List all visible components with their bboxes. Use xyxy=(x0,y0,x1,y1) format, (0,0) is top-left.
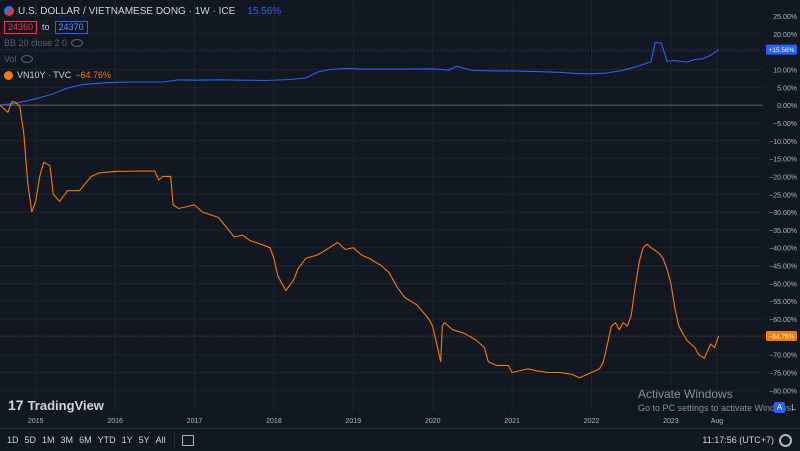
symbol-flag-icon xyxy=(4,6,14,16)
y-tick-label: 25.00% xyxy=(773,14,797,21)
series2-change: −64.76% xyxy=(75,70,111,80)
symbol-change: 15.56% xyxy=(247,5,282,17)
legend-bb-row: BB 20 close 2 0 xyxy=(4,36,281,50)
tradingview-logo[interactable]: 17 TradingView xyxy=(8,397,104,413)
y-tick-label: −45.00% xyxy=(769,264,797,271)
x-tick-label: 2016 xyxy=(107,418,123,425)
series2-name[interactable]: VN10Y · TVC xyxy=(17,70,72,80)
x-tick-label: Aug xyxy=(711,418,724,425)
vn10y-last-value-label: −64.76% xyxy=(769,333,795,340)
x-tick-label: 2019 xyxy=(346,418,362,425)
y-tick-label: −30.00% xyxy=(769,210,797,217)
y-tick-label: 20.00% xyxy=(773,32,797,39)
x-tick-label: 2017 xyxy=(187,418,203,425)
eye-icon[interactable] xyxy=(71,39,84,47)
symbol-title[interactable]: U.S. DOLLAR / VIETNAMESE DONG · 1W · ICE xyxy=(18,5,236,17)
y-tick-label: 10.00% xyxy=(773,67,797,74)
range-high-box[interactable]: 24370 xyxy=(54,20,88,34)
usdvnd-last-value-label: +15.56% xyxy=(769,47,795,54)
gear-icon[interactable] xyxy=(779,433,792,447)
y-tick-label: −25.00% xyxy=(769,192,797,199)
y-tick-label: −80.00% xyxy=(769,388,797,395)
usdvnd-series-line[interactable] xyxy=(0,42,719,106)
y-tick-label: 5.00% xyxy=(777,85,797,92)
vn10y-series-line[interactable] xyxy=(0,101,720,379)
chart-area[interactable]: 25.00%20.00%15.00%10.00%5.00%0.00%−5.00%… xyxy=(0,0,800,428)
auto-scale-button[interactable]: A xyxy=(774,402,785,413)
x-tick-label: 2023 xyxy=(663,418,679,425)
log-scale-button[interactable]: L xyxy=(791,403,796,412)
timeframe-6m[interactable]: 6M xyxy=(79,435,92,445)
toolbar-divider xyxy=(173,433,175,447)
y-tick-label: −15.00% xyxy=(769,157,797,164)
timeframe-5d[interactable]: 5D xyxy=(24,435,37,445)
legend-title-row: U.S. DOLLAR / VIETNAMESE DONG · 1W · ICE… xyxy=(4,4,281,18)
timeframe-1y[interactable]: 1Y xyxy=(121,435,133,445)
y-tick-label: −70.00% xyxy=(769,353,797,360)
bb-indicator-label[interactable]: BB 20 close 2 0 xyxy=(4,38,68,48)
y-tick-label: −5.00% xyxy=(773,121,797,128)
range-low-box[interactable]: 24360 xyxy=(4,20,38,34)
legend: U.S. DOLLAR / VIETNAMESE DONG · 1W · ICE… xyxy=(4,4,281,84)
timeframe-1d[interactable]: 1D xyxy=(7,435,19,445)
range-to-label: to xyxy=(42,22,50,32)
calendar-icon[interactable] xyxy=(181,434,194,446)
timeframe-all[interactable]: All xyxy=(155,435,166,445)
y-tick-label: −60.00% xyxy=(769,317,797,324)
x-tick-label: 2018 xyxy=(266,418,282,425)
timeframe-1m[interactable]: 1M xyxy=(42,435,55,445)
x-tick-label: 2020 xyxy=(425,418,441,425)
timeframe-ytd[interactable]: YTD xyxy=(97,435,116,445)
eye-icon[interactable] xyxy=(20,55,33,63)
watermark-title: Activate Windows xyxy=(638,387,733,401)
x-tick-label: 2015 xyxy=(28,418,44,425)
timeframe-5y[interactable]: 5Y xyxy=(138,435,150,445)
legend-range-row: 24360 to 24370 xyxy=(4,20,281,34)
tradingview-mark-icon: 17 xyxy=(8,397,24,413)
y-tick-label: −40.00% xyxy=(769,246,797,253)
tradingview-brand: TradingView xyxy=(27,397,104,413)
legend-series2-row: VN10Y · TVC −64.76% xyxy=(4,68,281,82)
bottom-toolbar: 1D 5D 1M 3M 6M YTD 1Y 5Y All 11:17:56 (U… xyxy=(0,428,800,451)
y-tick-label: 0.00% xyxy=(777,103,797,110)
vol-indicator-label[interactable]: Vol xyxy=(4,54,17,64)
series2-flag-icon xyxy=(4,70,13,80)
y-tick-label: −20.00% xyxy=(769,174,797,181)
x-tick-label: 2022 xyxy=(584,418,600,425)
clock-display[interactable]: 11:17:56 (UTC+7) xyxy=(702,435,774,445)
y-tick-label: −55.00% xyxy=(769,299,797,306)
windows-activation-watermark: Activate Windows Go to PC settings to ac… xyxy=(638,387,794,413)
x-tick-label: 2021 xyxy=(504,418,520,425)
y-tick-label: −75.00% xyxy=(769,371,797,378)
timeframe-3m[interactable]: 3M xyxy=(60,435,74,445)
usdvnd-last-value-badge xyxy=(766,44,797,55)
watermark-subtitle: Go to PC settings to activate Windows. xyxy=(638,403,794,413)
y-tick-label: −10.00% xyxy=(769,139,797,146)
vn10y-last-value-badge xyxy=(766,330,797,341)
y-tick-label: −50.00% xyxy=(769,281,797,288)
legend-vol-row: Vol xyxy=(4,52,281,66)
y-tick-label: −35.00% xyxy=(769,228,797,235)
